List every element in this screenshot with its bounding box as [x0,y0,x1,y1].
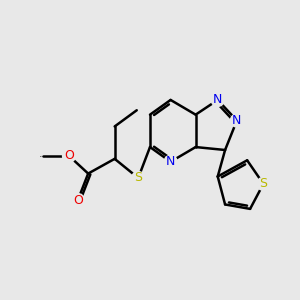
Text: methyl: methyl [40,155,45,157]
Circle shape [211,94,224,106]
Text: O: O [64,149,74,162]
Circle shape [164,155,177,168]
Circle shape [132,172,145,184]
Text: N: N [166,155,175,168]
Circle shape [230,114,243,127]
Circle shape [71,194,84,206]
Text: N: N [213,93,222,106]
Text: S: S [260,177,267,190]
Text: S: S [134,172,142,184]
Text: N: N [232,114,242,127]
Circle shape [62,149,76,162]
Circle shape [257,177,270,190]
Text: O: O [73,194,83,207]
